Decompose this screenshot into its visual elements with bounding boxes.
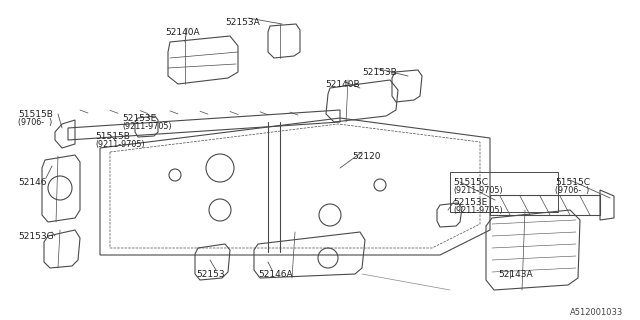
- Text: 52153B: 52153B: [362, 68, 397, 77]
- Text: (9211-9705): (9211-9705): [122, 122, 172, 131]
- Text: (9706-  ): (9706- ): [18, 118, 52, 127]
- Text: (9211-9705): (9211-9705): [453, 206, 502, 215]
- Text: 51515B: 51515B: [18, 110, 53, 119]
- Text: (9211-9705): (9211-9705): [95, 140, 145, 149]
- Text: 51515C: 51515C: [453, 178, 488, 187]
- Text: 52153G: 52153G: [18, 232, 54, 241]
- Text: 52153: 52153: [196, 270, 225, 279]
- Text: 52146: 52146: [18, 178, 47, 187]
- Text: (9211-9705): (9211-9705): [453, 186, 502, 195]
- Text: 51515B: 51515B: [95, 132, 130, 141]
- Bar: [450, 172, 558, 212]
- Text: 52120: 52120: [352, 152, 381, 161]
- Text: 52140A: 52140A: [165, 28, 200, 37]
- Text: A512001033: A512001033: [570, 308, 623, 317]
- Text: 51515C: 51515C: [555, 178, 590, 187]
- Text: (9706-  ): (9706- ): [555, 186, 589, 195]
- Text: 52140B: 52140B: [325, 80, 360, 89]
- Text: 52153E: 52153E: [122, 114, 156, 123]
- Text: 52143A: 52143A: [498, 270, 532, 279]
- Text: 52146A: 52146A: [258, 270, 292, 279]
- Text: 52153E: 52153E: [453, 198, 487, 207]
- Text: 52153A: 52153A: [225, 18, 260, 27]
